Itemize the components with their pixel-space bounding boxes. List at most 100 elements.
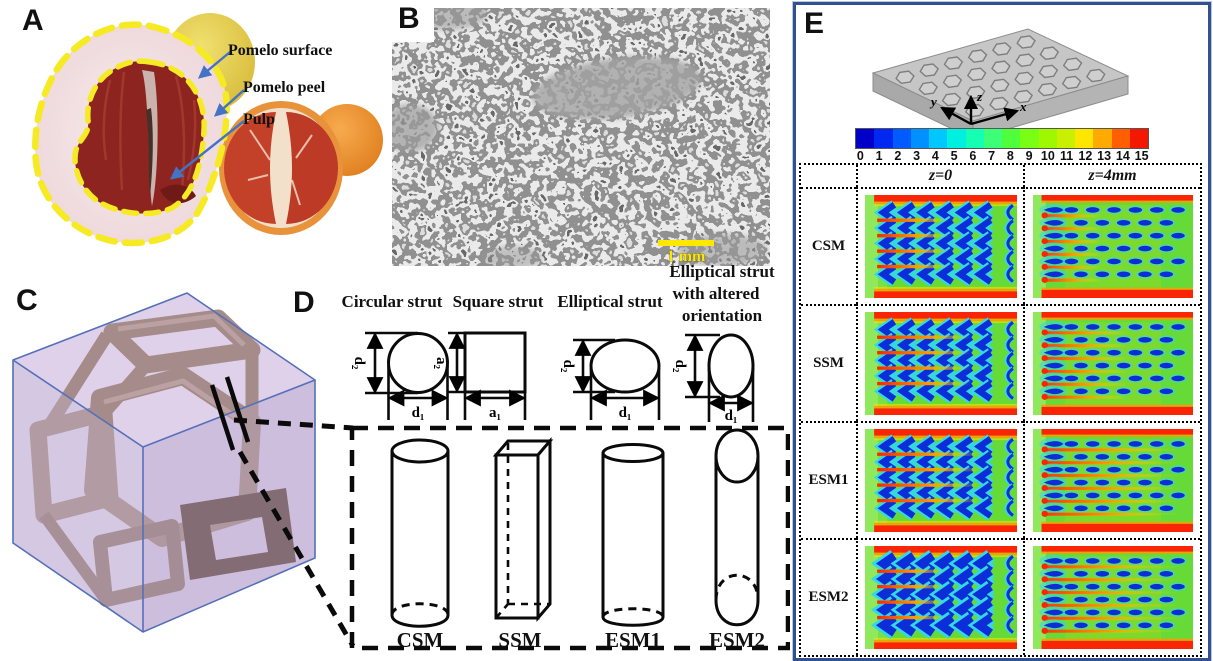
colorbar-tick: 12 [1078, 149, 1093, 163]
colorbar-tick: 10 [1040, 149, 1055, 163]
dim-d1-ell: d₁ [619, 405, 632, 421]
hex-cell [941, 92, 962, 107]
colorbar-tick: 2 [894, 149, 902, 163]
colorbar-segment [1075, 129, 1094, 148]
table-corner-cell [801, 165, 856, 187]
row-label-ssm-text: SSM [813, 355, 844, 371]
annotation-pomelo-peel: Pomelo peel [243, 79, 326, 96]
cell-ssm-z4 [1023, 304, 1200, 421]
colorbar-segment [1129, 129, 1148, 148]
panel-d-label: D [293, 286, 315, 319]
cell-esm1-z0 [856, 421, 1023, 538]
panel-c-label: C [16, 284, 38, 317]
cell-ssm-z0 [856, 304, 1023, 421]
colorbar-segment [947, 129, 966, 148]
colorbar-tick: 4 [931, 149, 939, 163]
annotation-arrows [169, 51, 245, 180]
dim-a1-sq: a₁ [489, 405, 501, 421]
colorbar-segment [874, 129, 893, 148]
annotation-pomelo-surface: Pomelo surface [228, 42, 333, 59]
row-label-ssm: SSM [801, 304, 856, 421]
hex-cell [989, 96, 1009, 111]
panel-c-unit-cell [12, 292, 356, 648]
panel-d-diagrams: d₂ d₁ a₂ a₁ d₂ d₁ d₂ d₁ [349, 331, 790, 651]
header-square-strut: Square strut [452, 292, 544, 311]
row-label-esm1-text: ESM1 [808, 472, 849, 488]
colorbar-tick: 0 [856, 149, 864, 163]
contour-image [1032, 546, 1193, 649]
hex-cell [919, 63, 940, 77]
hex-cell [1039, 46, 1060, 61]
colorbar-segment [1111, 129, 1130, 148]
strut-model-ssm [492, 436, 554, 623]
dim-a2-sq: a₂ [433, 357, 449, 370]
contour-plot-csm-z0 [864, 195, 1017, 298]
colorbar-tick: 7 [988, 149, 996, 163]
row-label-esm2-text: ESM2 [808, 589, 849, 605]
header-esm2-line3: orientation [681, 306, 763, 325]
colorbar-segment [983, 129, 1002, 148]
dim-d2-ell2: d₂ [672, 360, 688, 373]
hex-cell [1038, 64, 1059, 79]
cell-csm-z0 [856, 187, 1023, 304]
header-esm2-line1: Elliptical strut [669, 262, 775, 281]
col-header-z4-text: z=4mm [1088, 167, 1137, 184]
dim-d1-ell2: d₁ [725, 408, 738, 424]
colorbar-ticks: 0 1 2 3 4 5 6 7 8 9 10 11 12 13 14 15 [851, 149, 1151, 163]
colorbar-tick: 11 [1060, 149, 1074, 163]
hex-cell [1061, 75, 1082, 90]
contour-plot-esm1-z0 [864, 429, 1017, 532]
contour-plot-esm1-z4 [1032, 429, 1193, 532]
colorbar-tick: 14 [1115, 149, 1130, 163]
cube-edges [12, 292, 316, 633]
cross-section-elliptical-altered [685, 333, 755, 422]
hex-cell [990, 78, 1010, 93]
hex-cell [1062, 57, 1083, 72]
strut-model-csm [390, 438, 450, 628]
header-esm2-line2: with altered [672, 284, 760, 303]
strut-highlight [209, 376, 251, 451]
dim-d2-circ: d₂ [351, 357, 367, 370]
colorbar [855, 128, 1149, 149]
col-header-z4: z=4mm [1023, 165, 1200, 187]
coordinate-axes [940, 94, 1020, 126]
colorbar-segment [1093, 129, 1112, 148]
hex-cell [918, 81, 939, 96]
row-label-csm: CSM [801, 187, 856, 304]
strut-model-esm2 [714, 428, 760, 627]
cell-esm2-z0 [856, 538, 1023, 655]
contour-image [864, 546, 1017, 649]
header-elliptical-strut: Elliptical strut [557, 292, 663, 311]
y-axis-label: y [929, 94, 937, 109]
cross-section-square [448, 331, 527, 420]
panel-b-sem-image: 1 mm [392, 8, 770, 266]
contour-plot-ssm-z4 [1032, 312, 1193, 415]
hex-cell [1013, 89, 1034, 104]
panel-a-photo [32, 13, 383, 247]
strut-name-csm: CSM [396, 628, 444, 652]
colorbar-segment [1056, 129, 1075, 148]
contour-plot-ssm-z0 [864, 312, 1017, 415]
colorbar-segment [856, 129, 875, 148]
hex-cell [967, 49, 988, 63]
row-label-esm2: ESM2 [801, 538, 856, 655]
contour-plot-csm-z4 [1032, 195, 1193, 298]
zoom-box [349, 425, 790, 651]
hex-cell [895, 70, 915, 85]
hex-cell [1015, 53, 1035, 68]
col-header-z0: z=0 [856, 165, 1023, 187]
pomelo-surface-arrow-icon [197, 51, 231, 79]
colorbar-tick: 13 [1097, 149, 1112, 163]
cross-section-circular [365, 331, 449, 420]
hex-cell [943, 56, 964, 70]
callout-dashed-lines [233, 417, 356, 648]
dim-d2-ell: d₂ [560, 360, 576, 373]
panel-e-label: E [804, 7, 825, 40]
contour-image [864, 195, 1017, 298]
contour-image [864, 312, 1017, 415]
hex-cell [1037, 82, 1058, 97]
colorbar-tick: 15 [1134, 149, 1149, 163]
colorbar-tick: 5 [950, 149, 958, 163]
colorbar-segment [929, 129, 948, 148]
